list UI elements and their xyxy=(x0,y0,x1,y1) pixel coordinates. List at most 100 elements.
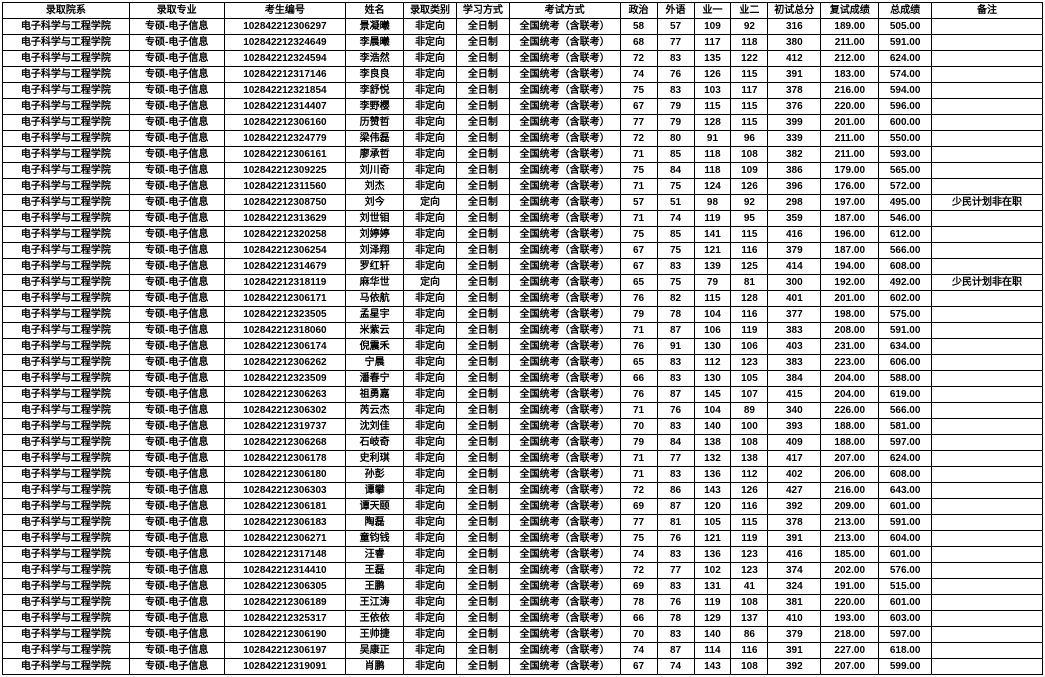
cell-remark xyxy=(932,371,1043,387)
cell-exam_id: 102842212314679 xyxy=(224,259,345,275)
cell-s3: 91 xyxy=(694,131,731,147)
cell-study_mode: 全日制 xyxy=(456,323,509,339)
cell-college: 电子科学与工程学院 xyxy=(3,227,130,243)
table-row: 电子科学与工程学院专硕-电子信息102842212306183陶磊非定向全日制全… xyxy=(3,515,1043,531)
cell-exam_id: 102842212306302 xyxy=(224,403,345,419)
table-row: 电子科学与工程学院专硕-电子信息102842212320258刘婷婷非定向全日制… xyxy=(3,227,1043,243)
cell-first_total: 381 xyxy=(768,595,821,611)
col-overall: 总成绩 xyxy=(879,3,932,19)
cell-exam_mode: 全国统考（含联考） xyxy=(509,627,620,643)
cell-s4: 138 xyxy=(731,451,768,467)
cell-s2: 85 xyxy=(657,147,694,163)
cell-college: 电子科学与工程学院 xyxy=(3,51,130,67)
cell-major: 专硕-电子信息 xyxy=(129,563,224,579)
cell-name: 祖勇嘉 xyxy=(346,387,404,403)
cell-remark xyxy=(932,483,1043,499)
cell-exam_mode: 全国统考（含联考） xyxy=(509,243,620,259)
cell-exam_mode: 全国统考（含联考） xyxy=(509,483,620,499)
cell-s4: 123 xyxy=(731,563,768,579)
cell-second_score: 216.00 xyxy=(821,483,879,499)
cell-first_total: 340 xyxy=(768,403,821,419)
cell-remark xyxy=(932,499,1043,515)
cell-second_score: 191.00 xyxy=(821,579,879,595)
cell-first_total: 403 xyxy=(768,339,821,355)
cell-s2: 77 xyxy=(657,35,694,51)
cell-study_mode: 全日制 xyxy=(456,243,509,259)
cell-s2: 76 xyxy=(657,67,694,83)
cell-s1: 71 xyxy=(620,467,657,483)
cell-second_score: 176.00 xyxy=(821,179,879,195)
cell-s2: 77 xyxy=(657,563,694,579)
cell-college: 电子科学与工程学院 xyxy=(3,275,130,291)
cell-second_score: 212.00 xyxy=(821,51,879,67)
cell-first_total: 417 xyxy=(768,451,821,467)
table-row: 电子科学与工程学院专硕-电子信息102842212318060米紫云非定向全日制… xyxy=(3,323,1043,339)
cell-s2: 87 xyxy=(657,643,694,659)
cell-exam_mode: 全国统考（含联考） xyxy=(509,35,620,51)
cell-name: 马依航 xyxy=(346,291,404,307)
cell-admit_type: 非定向 xyxy=(404,211,457,227)
cell-name: 潘春宁 xyxy=(346,371,404,387)
cell-remark xyxy=(932,307,1043,323)
cell-s2: 83 xyxy=(657,259,694,275)
cell-admit_type: 非定向 xyxy=(404,243,457,259)
cell-s2: 83 xyxy=(657,83,694,99)
cell-s4: 109 xyxy=(731,163,768,179)
cell-first_total: 396 xyxy=(768,179,821,195)
cell-college: 电子科学与工程学院 xyxy=(3,307,130,323)
cell-admit_type: 定向 xyxy=(404,275,457,291)
cell-first_total: 300 xyxy=(768,275,821,291)
cell-college: 电子科学与工程学院 xyxy=(3,243,130,259)
cell-s4: 115 xyxy=(731,115,768,131)
cell-second_score: 201.00 xyxy=(821,291,879,307)
cell-s1: 77 xyxy=(620,515,657,531)
cell-college: 电子科学与工程学院 xyxy=(3,179,130,195)
cell-s2: 83 xyxy=(657,579,694,595)
cell-remark xyxy=(932,323,1043,339)
table-row: 电子科学与工程学院专硕-电子信息102842212313629刘世钼非定向全日制… xyxy=(3,211,1043,227)
cell-admit_type: 非定向 xyxy=(404,563,457,579)
cell-second_score: 211.00 xyxy=(821,131,879,147)
cell-s1: 75 xyxy=(620,531,657,547)
cell-major: 专硕-电子信息 xyxy=(129,323,224,339)
cell-major: 专硕-电子信息 xyxy=(129,627,224,643)
cell-college: 电子科学与工程学院 xyxy=(3,643,130,659)
cell-college: 电子科学与工程学院 xyxy=(3,563,130,579)
cell-s1: 65 xyxy=(620,355,657,371)
cell-study_mode: 全日制 xyxy=(456,355,509,371)
cell-college: 电子科学与工程学院 xyxy=(3,467,130,483)
cell-study_mode: 全日制 xyxy=(456,259,509,275)
cell-exam_id: 102842212306305 xyxy=(224,579,345,595)
cell-study_mode: 全日制 xyxy=(456,627,509,643)
cell-exam_id: 102842212324779 xyxy=(224,131,345,147)
cell-first_total: 316 xyxy=(768,19,821,35)
cell-study_mode: 全日制 xyxy=(456,435,509,451)
cell-admit_type: 非定向 xyxy=(404,227,457,243)
cell-name: 李晨曦 xyxy=(346,35,404,51)
cell-exam_id: 102842212321854 xyxy=(224,83,345,99)
cell-exam_mode: 全国统考（含联考） xyxy=(509,275,620,291)
cell-second_score: 208.00 xyxy=(821,323,879,339)
cell-name: 王帅捷 xyxy=(346,627,404,643)
cell-exam_id: 102842212306174 xyxy=(224,339,345,355)
cell-study_mode: 全日制 xyxy=(456,451,509,467)
table-row: 电子科学与工程学院专硕-电子信息102842212306160历赞哲非定向全日制… xyxy=(3,115,1043,131)
cell-major: 专硕-电子信息 xyxy=(129,611,224,627)
cell-first_total: 409 xyxy=(768,435,821,451)
cell-s4: 126 xyxy=(731,179,768,195)
table-row: 电子科学与工程学院专硕-电子信息102842212311560刘杰非定向全日制全… xyxy=(3,179,1043,195)
cell-name: 景凝曦 xyxy=(346,19,404,35)
cell-name: 史利琪 xyxy=(346,451,404,467)
cell-s4: 125 xyxy=(731,259,768,275)
cell-first_total: 378 xyxy=(768,515,821,531)
cell-exam_id: 102842212306271 xyxy=(224,531,345,547)
table-row: 电子科学与工程学院专硕-电子信息102842212319091肖鹏非定向全日制全… xyxy=(3,659,1043,675)
cell-college: 电子科学与工程学院 xyxy=(3,35,130,51)
cell-second_score: 213.00 xyxy=(821,515,879,531)
cell-exam_mode: 全国统考（含联考） xyxy=(509,467,620,483)
cell-admit_type: 非定向 xyxy=(404,307,457,323)
table-row: 电子科学与工程学院专硕-电子信息102842212306268石岐奇非定向全日制… xyxy=(3,435,1043,451)
cell-s3: 114 xyxy=(694,643,731,659)
cell-name: 刘世钼 xyxy=(346,211,404,227)
cell-major: 专硕-电子信息 xyxy=(129,179,224,195)
